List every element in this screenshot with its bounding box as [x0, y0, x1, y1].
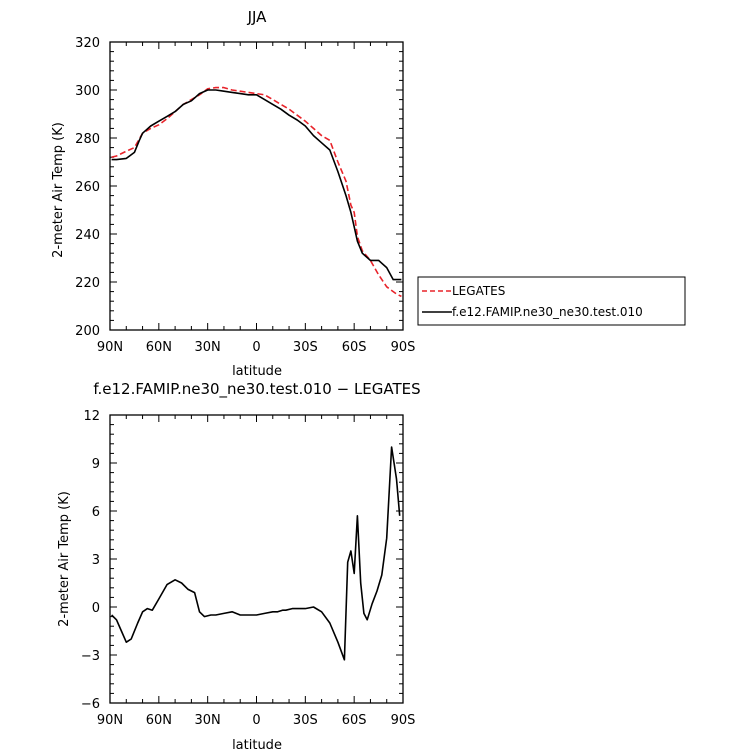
legend-label-legates: LEGATES — [452, 284, 505, 298]
top-x-tick-label: 30S — [293, 340, 318, 355]
legend: LEGATES f.e12.FAMIP.ne30_ne30.test.010 — [417, 276, 686, 326]
top-tick-labels: 90N 60N 30N 0 30S 60S 90S 200 220 240 260 280 300 320 — [75, 36, 415, 355]
top-chart-title: JJA — [247, 8, 268, 26]
bottom-x-tick-label: 60N — [146, 713, 172, 728]
top-y-tick-label: 300 — [75, 84, 100, 99]
legend-label-model: f.e12.FAMIP.ne30_ne30.test.010 — [452, 305, 643, 319]
bottom-ticks — [109, 414, 404, 704]
top-y-tick-label: 200 — [75, 324, 100, 339]
top-y-tick-label: 320 — [75, 36, 100, 51]
bottom-y-tick-label: −6 — [81, 697, 100, 712]
top-y-axis-title: 2-meter Air Temp (K) — [51, 122, 66, 258]
bottom-x-tick-label: 0 — [252, 713, 260, 728]
bottom-y-tick-label: 12 — [83, 409, 100, 424]
top-x-tick-label: 30N — [195, 340, 221, 355]
top-plot-frame — [109, 41, 404, 331]
bottom-x-axis-title: latitude — [232, 738, 282, 753]
top-series-line-model — [111, 89, 402, 281]
bottom-tick-labels: 90N 60N 30N 0 30S 60S 90S −6 −3 0 3 6 9 12 — [81, 409, 416, 728]
bottom-y-tick-label: 6 — [92, 505, 100, 520]
bottom-y-axis-title: 2-meter Air Temp (K) — [57, 491, 72, 627]
bottom-x-tick-label: 90S — [391, 713, 416, 728]
bottom-chart-title: f.e12.FAMIP.ne30_ne30.test.010 − LEGATES — [93, 380, 420, 399]
top-ticks — [109, 41, 404, 331]
top-series-line-legates — [111, 86, 402, 298]
top-x-tick-label: 60N — [146, 340, 172, 355]
top-y-tick-label: 260 — [75, 180, 100, 195]
bottom-y-tick-label: −3 — [81, 649, 100, 664]
top-chart: JJA 90N 60N 30N 0 30S 60S 90S 200 220 240 260 280 30… — [51, 8, 686, 379]
bottom-series-lines — [111, 446, 401, 661]
top-y-tick-label: 220 — [75, 276, 100, 291]
bottom-series-line-model — [111, 446, 401, 661]
bottom-x-tick-label: 30N — [195, 713, 221, 728]
top-x-tick-label: 0 — [252, 340, 260, 355]
top-x-tick-label: 90S — [391, 340, 416, 355]
legend-box — [417, 276, 686, 326]
top-series-lines — [111, 86, 402, 298]
bottom-x-tick-label: 60S — [342, 713, 367, 728]
top-x-tick-label: 60S — [342, 340, 367, 355]
bottom-chart: f.e12.FAMIP.ne30_ne30.test.010 − LEGATES… — [57, 380, 421, 753]
top-y-tick-label: 240 — [75, 228, 100, 243]
bottom-x-tick-label: 90N — [97, 713, 123, 728]
bottom-x-tick-label: 30S — [293, 713, 318, 728]
bottom-y-tick-label: 3 — [92, 553, 100, 568]
top-y-tick-label: 280 — [75, 132, 100, 147]
top-x-tick-label: 90N — [97, 340, 123, 355]
top-x-axis-title: latitude — [232, 364, 282, 379]
bottom-y-tick-label: 9 — [92, 457, 100, 472]
bottom-y-tick-label: 0 — [92, 601, 100, 616]
